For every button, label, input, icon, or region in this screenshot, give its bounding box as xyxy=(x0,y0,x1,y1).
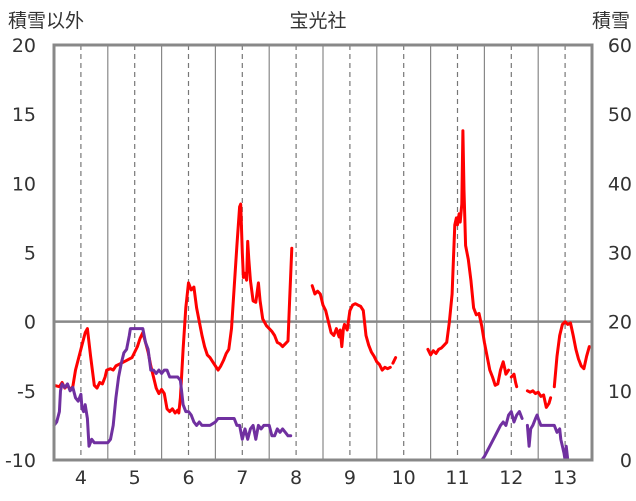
plot-frame xyxy=(52,43,594,462)
right-tick-label: 40 xyxy=(608,173,632,195)
x-tick-label: 13 xyxy=(553,467,577,489)
series-2-line xyxy=(426,410,524,462)
x-tick-label: 4 xyxy=(75,467,87,489)
x-tick-label: 12 xyxy=(499,467,523,489)
right-tick-label: 50 xyxy=(608,104,632,126)
series-1-line xyxy=(509,372,519,389)
x-tick-label: 6 xyxy=(182,467,194,489)
x-tick-label: 10 xyxy=(392,467,416,489)
right-tick-label: 30 xyxy=(608,243,632,265)
right-axis-title: 積雪 xyxy=(592,10,630,32)
right-tick-label: 0 xyxy=(620,450,632,472)
left-tick-label: 20 xyxy=(12,35,36,57)
series-1-line xyxy=(310,284,392,372)
left-tick-label: -5 xyxy=(17,381,36,403)
left-tick-label: 0 xyxy=(24,312,36,334)
left-tick-label: 15 xyxy=(12,104,36,126)
left-tick-label: 10 xyxy=(12,173,36,195)
x-tick-label: 8 xyxy=(290,467,302,489)
series-1-line xyxy=(525,389,553,409)
x-tick-label: 11 xyxy=(445,467,469,489)
right-tick-label: 10 xyxy=(608,381,632,403)
right-tick-label: 20 xyxy=(608,312,632,334)
left-axis-title: 積雪以外 xyxy=(8,10,84,32)
right-tick-label: 60 xyxy=(608,35,632,57)
series-2-line xyxy=(52,327,293,448)
tick-labels: -10 -5 0 5 10 15 20 0 10 20 30 40 50 60 4 5 6 7 8 9 10 11 12 13 xyxy=(5,35,632,489)
x-tick-label: 7 xyxy=(236,467,248,489)
left-tick-label: -10 xyxy=(5,450,36,472)
x-tick-label: 9 xyxy=(344,467,356,489)
series-1-line xyxy=(52,202,294,415)
x-tick-label: 5 xyxy=(129,467,141,489)
series-1-line xyxy=(426,129,511,387)
chart-title: 宝光社 xyxy=(289,10,346,32)
series-1-line xyxy=(552,320,591,389)
left-tick-label: 5 xyxy=(24,243,36,265)
series-1-line xyxy=(391,356,398,365)
